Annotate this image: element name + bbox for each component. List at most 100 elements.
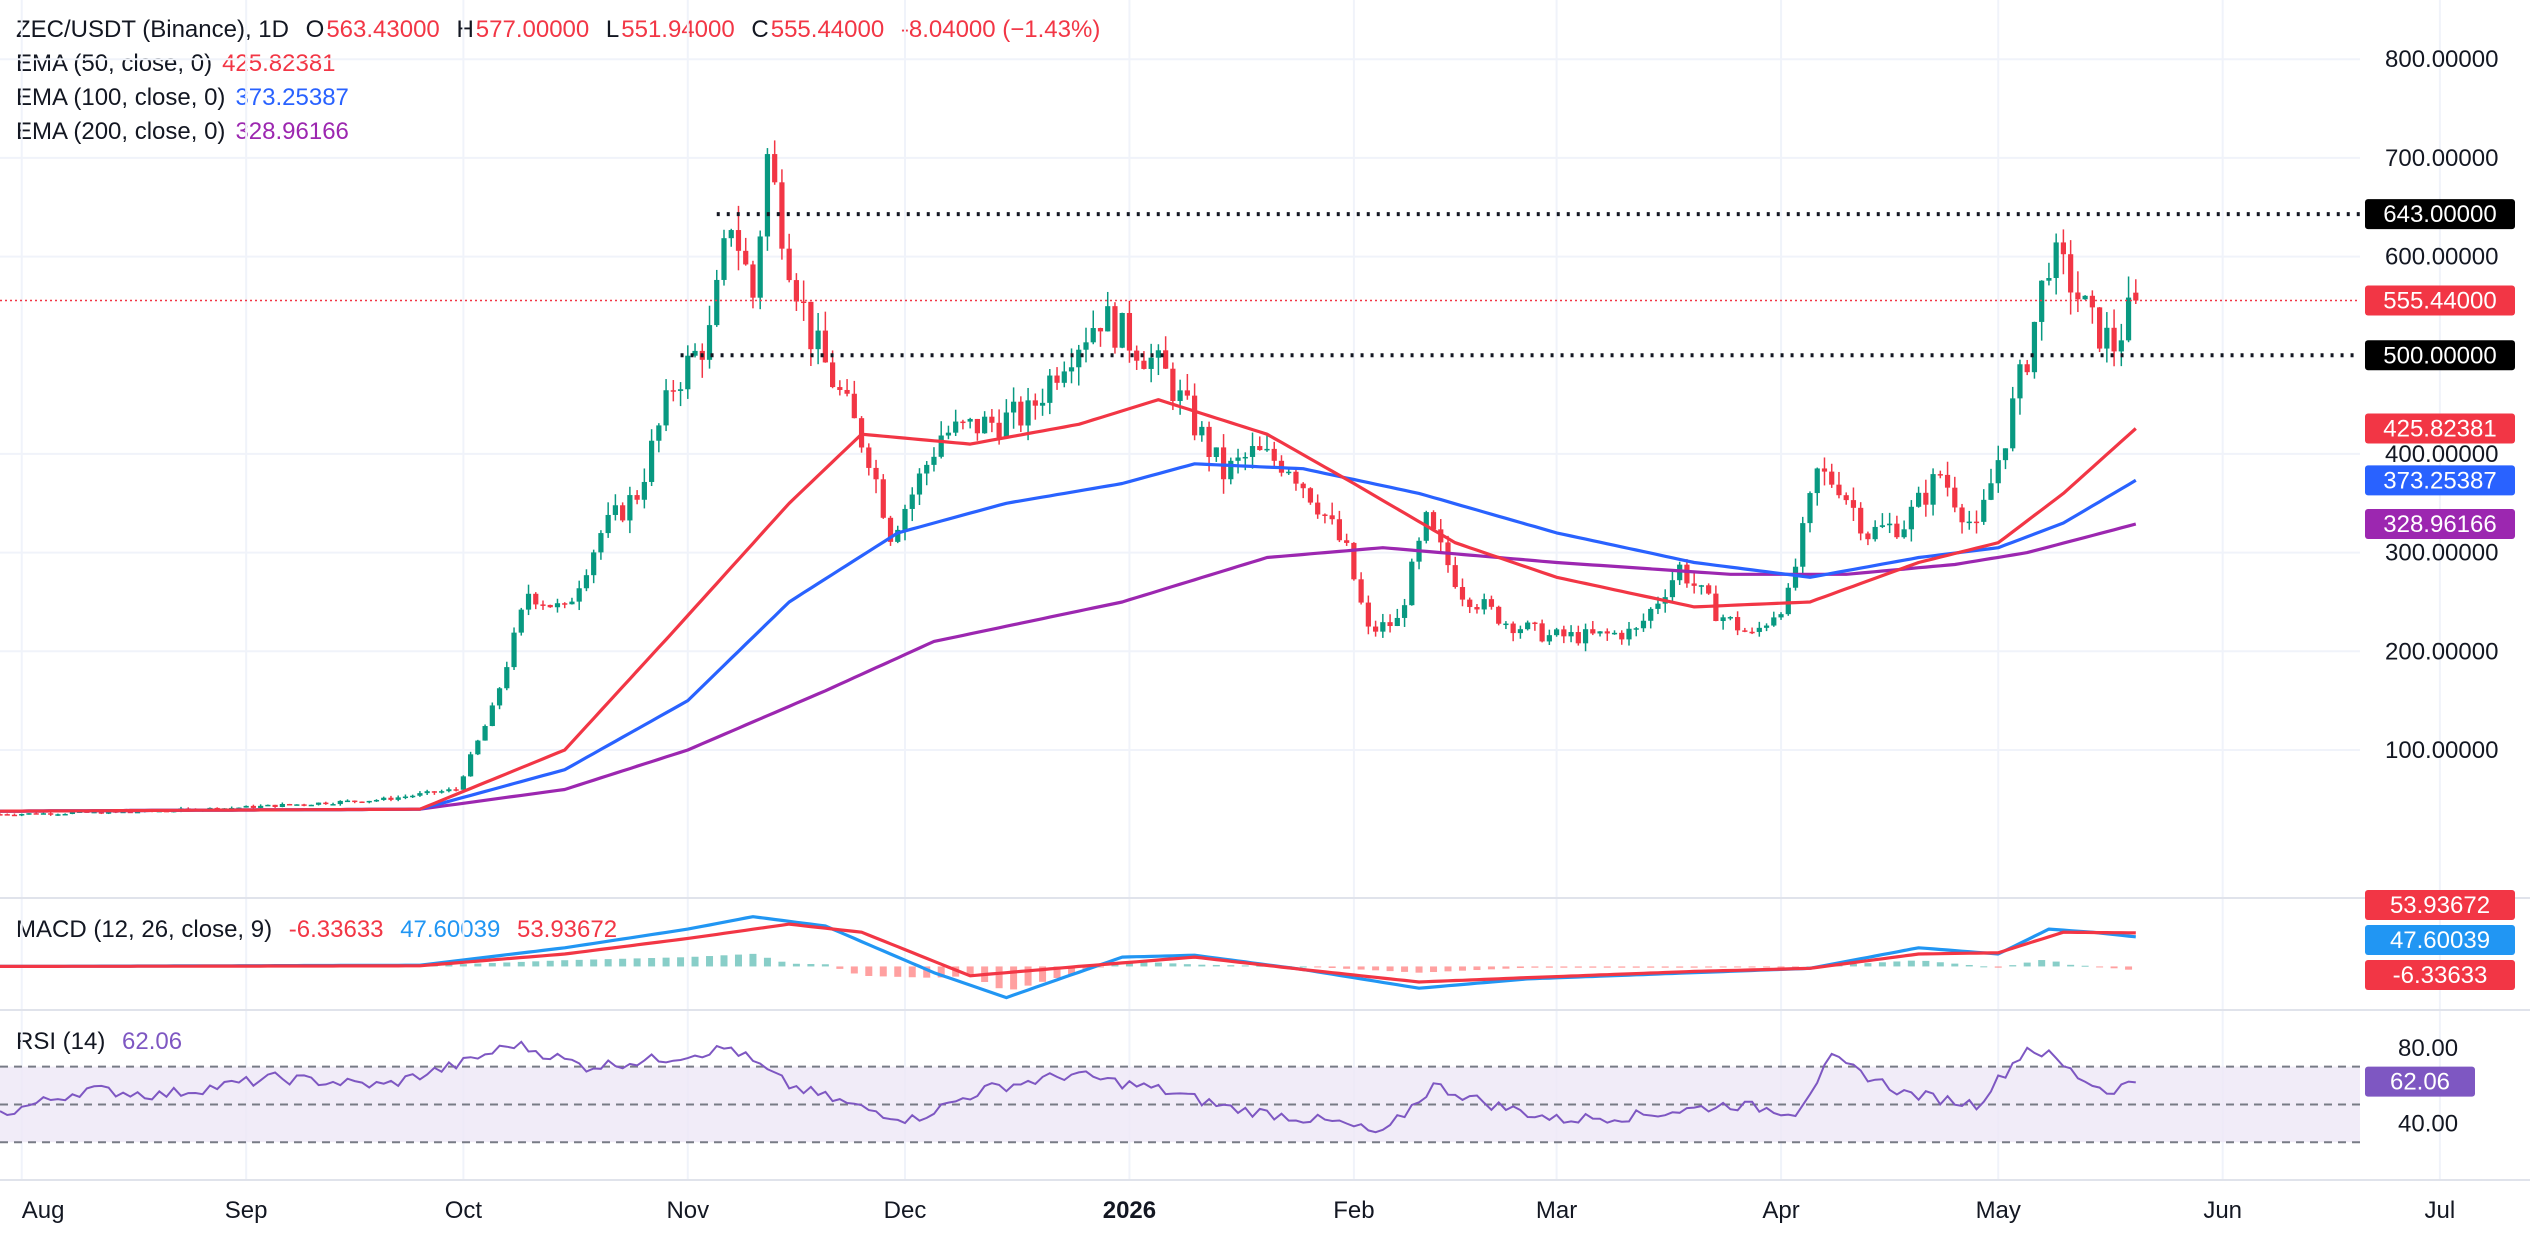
candle-body (243, 805, 249, 808)
candle-body (996, 422, 1002, 438)
macd-hist-bar (865, 966, 873, 976)
candle-body (62, 813, 68, 816)
candle-body (250, 805, 256, 808)
candle-body (1061, 371, 1067, 383)
candle-body (1763, 625, 1770, 628)
candle-body (301, 804, 307, 806)
candle-body (1264, 448, 1270, 451)
level-643-tag-box (2365, 199, 2515, 230)
candle-body (692, 350, 698, 356)
candle-body (106, 811, 112, 814)
macd-hist-bar (546, 960, 554, 967)
candle-body (743, 250, 749, 265)
macd-line (0, 915, 2136, 1000)
candle-body (989, 416, 995, 423)
candle-body (1300, 483, 1306, 489)
macd-hist-bar (937, 966, 945, 978)
ema-tag-0-text: 425.82381 (2383, 415, 2496, 442)
candle-body (525, 593, 532, 610)
candle-body (366, 800, 372, 803)
macd-hist-bar (1343, 966, 1351, 969)
candle-body (974, 418, 980, 434)
candle-body (4, 814, 10, 816)
candle-body (1937, 474, 1943, 476)
candle-body (924, 464, 930, 474)
candle-body (2046, 278, 2052, 281)
macd-tag-box (2365, 890, 2515, 920)
macd-tag-box (2365, 925, 2515, 955)
candle-body (1126, 312, 1133, 351)
candle-body (91, 811, 97, 814)
candle-body (1771, 617, 1777, 626)
rsi-legend[interactable]: RSI (14) 62.06 (16, 1028, 192, 1056)
candle-body (1011, 401, 1017, 413)
candle-body (880, 479, 886, 518)
candle-body (764, 154, 771, 237)
open-key: O (305, 16, 325, 43)
candle-body (1597, 631, 1603, 634)
candle-body (605, 514, 611, 534)
time-tick-label: Feb (1333, 1197, 1374, 1224)
candle-body (1836, 484, 1842, 496)
macd-hist-bar (1676, 966, 1684, 968)
macd-hist-bar (1372, 966, 1380, 971)
ema100-legend[interactable]: EMA (100, close, 0) 373.25387 (16, 84, 359, 112)
macd-hist-bar (1473, 966, 1481, 971)
macd-legend[interactable]: MACD (12, 26, close, 9) -6.33633 47.6003… (16, 916, 627, 944)
candle-body (1199, 426, 1205, 436)
candle-body (453, 789, 459, 791)
macd-hist-bar (1748, 966, 1756, 968)
candle-body (1720, 617, 1726, 622)
macd-hist-bar (1039, 966, 1047, 982)
macd-hist-bar (1430, 966, 1438, 973)
candle-body (895, 529, 901, 542)
macd-hist-bar (1936, 962, 1944, 967)
candle-body (866, 447, 872, 468)
macd-hist-bar (2052, 961, 2060, 967)
candle-body (1829, 471, 1835, 485)
candle-body (258, 805, 264, 808)
candle-body (1655, 603, 1661, 609)
candle-body (598, 533, 604, 553)
macd-hist-bar (1314, 966, 1322, 968)
candle-body (1749, 631, 1755, 634)
macd-hist-bar (1401, 966, 1409, 972)
candle-body (127, 811, 133, 814)
ema200-legend[interactable]: EMA (200, close, 0) 328.96166 (16, 118, 359, 146)
macd-hist-bar (966, 966, 974, 976)
candle-body (1995, 460, 2001, 484)
candle-body (1373, 626, 1379, 632)
macd-hist-bar (474, 963, 482, 967)
candles (0, 140, 2139, 817)
candle-body (1380, 622, 1386, 632)
ema50-legend[interactable]: EMA (50, close, 0) 425.82381 (16, 50, 346, 78)
candle-body (134, 811, 141, 814)
candle-body (1249, 446, 1256, 457)
candle-body (424, 791, 430, 794)
candle-body (1865, 533, 1871, 540)
candle-body (1430, 512, 1437, 530)
macd-hist-bar (706, 956, 714, 967)
candle-body (851, 393, 857, 419)
candle-body (265, 804, 271, 807)
macd-hist-bar (691, 956, 699, 967)
candle-body (670, 390, 676, 392)
candle-body (793, 280, 799, 302)
candle-body (1242, 456, 1248, 459)
macd-hist-bar (1386, 966, 1394, 972)
candle-body (815, 330, 821, 350)
candle-body (1459, 587, 1466, 600)
candle-body (1401, 605, 1408, 618)
macd-signal-value: 53.93672 (516, 916, 618, 943)
macd-hist-bar (734, 954, 742, 967)
high-value: 577.00000 (475, 16, 590, 43)
macd-hist-bar (1589, 966, 1597, 968)
macd-hist-bar (1951, 963, 1959, 967)
candle-body (1973, 521, 1980, 524)
candle-body (1952, 487, 1958, 508)
candle-body (1843, 495, 1849, 501)
candle-body (1611, 632, 1618, 635)
candle-body (2060, 242, 2066, 255)
candle-body (1525, 622, 1531, 630)
